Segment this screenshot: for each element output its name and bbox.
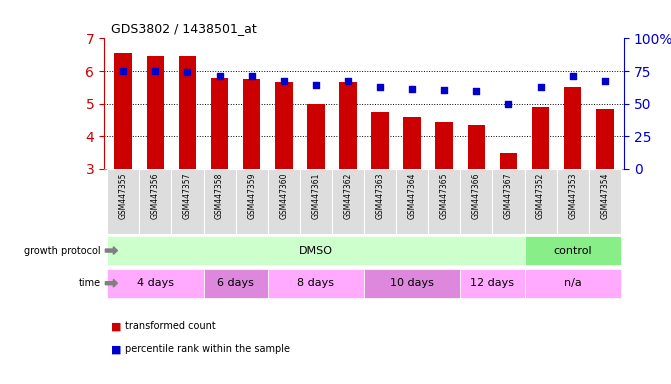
Bar [525,236,621,265]
Bar [396,169,428,234]
Point [599,78,610,84]
Bar [339,83,357,169]
Text: control: control [554,245,592,256]
Bar [203,268,268,298]
Bar [107,236,525,265]
Text: GDS3802 / 1438501_at: GDS3802 / 1438501_at [111,22,256,35]
Bar [371,112,389,169]
Text: 10 days: 10 days [391,278,434,288]
Bar [364,169,396,234]
Bar [525,169,557,234]
Bar [211,78,228,169]
Point [439,87,450,93]
Text: GSM447357: GSM447357 [183,172,192,219]
Bar [596,109,613,169]
Text: GSM447354: GSM447354 [601,172,609,219]
Text: GSM447352: GSM447352 [536,172,545,218]
Bar [364,268,460,298]
Bar [146,56,164,169]
Point [118,68,129,74]
Point [278,78,289,84]
Text: 12 days: 12 days [470,278,515,288]
Text: GSM447366: GSM447366 [472,172,481,219]
Bar [140,169,171,234]
Bar [588,169,621,234]
Bar [275,83,293,169]
Bar [460,268,525,298]
Text: n/a: n/a [564,278,582,288]
Text: time: time [79,278,101,288]
Point [567,73,578,79]
Text: GSM447363: GSM447363 [376,172,384,219]
Bar [107,268,203,298]
Point [182,69,193,75]
Text: GSM447367: GSM447367 [504,172,513,219]
Point [311,82,321,88]
Bar [171,169,203,234]
Bar [428,169,460,234]
Point [535,84,546,90]
Text: GSM447360: GSM447360 [279,172,289,219]
Text: 6 days: 6 days [217,278,254,288]
Text: growth protocol: growth protocol [24,245,101,256]
Text: GSM447356: GSM447356 [151,172,160,219]
Point [374,84,385,90]
Text: GSM447355: GSM447355 [119,172,127,219]
Point [471,88,482,94]
Text: transformed count: transformed count [125,321,216,331]
Text: GSM447358: GSM447358 [215,172,224,218]
Bar [468,125,485,169]
Text: percentile rank within the sample: percentile rank within the sample [125,344,291,354]
Text: 8 days: 8 days [297,278,334,288]
Bar [203,169,236,234]
Bar [460,169,493,234]
Point [246,73,257,79]
Bar [557,169,588,234]
Point [214,73,225,79]
Bar [500,152,517,169]
Bar [243,79,260,169]
Text: 4 days: 4 days [137,278,174,288]
Text: GSM447359: GSM447359 [247,172,256,219]
Bar [107,169,140,234]
Text: GSM447362: GSM447362 [344,172,352,218]
Text: ■: ■ [111,344,125,354]
Bar [332,169,364,234]
Bar [493,169,525,234]
Point [407,86,417,92]
Bar [403,117,421,169]
Bar [268,169,300,234]
Bar [268,268,364,298]
Text: GSM447353: GSM447353 [568,172,577,219]
Point [150,68,161,74]
Bar [435,122,453,169]
Point [343,78,354,84]
Text: GSM447364: GSM447364 [408,172,417,219]
Bar [178,56,197,169]
Bar [307,104,325,169]
Text: GSM447365: GSM447365 [440,172,449,219]
Point [503,101,514,107]
Bar [236,169,268,234]
Text: DMSO: DMSO [299,245,333,256]
Bar [525,268,621,298]
Bar [531,107,550,169]
Bar [564,88,582,169]
Text: GSM447361: GSM447361 [311,172,320,218]
Bar [115,53,132,169]
Bar [300,169,332,234]
Text: ■: ■ [111,321,125,331]
